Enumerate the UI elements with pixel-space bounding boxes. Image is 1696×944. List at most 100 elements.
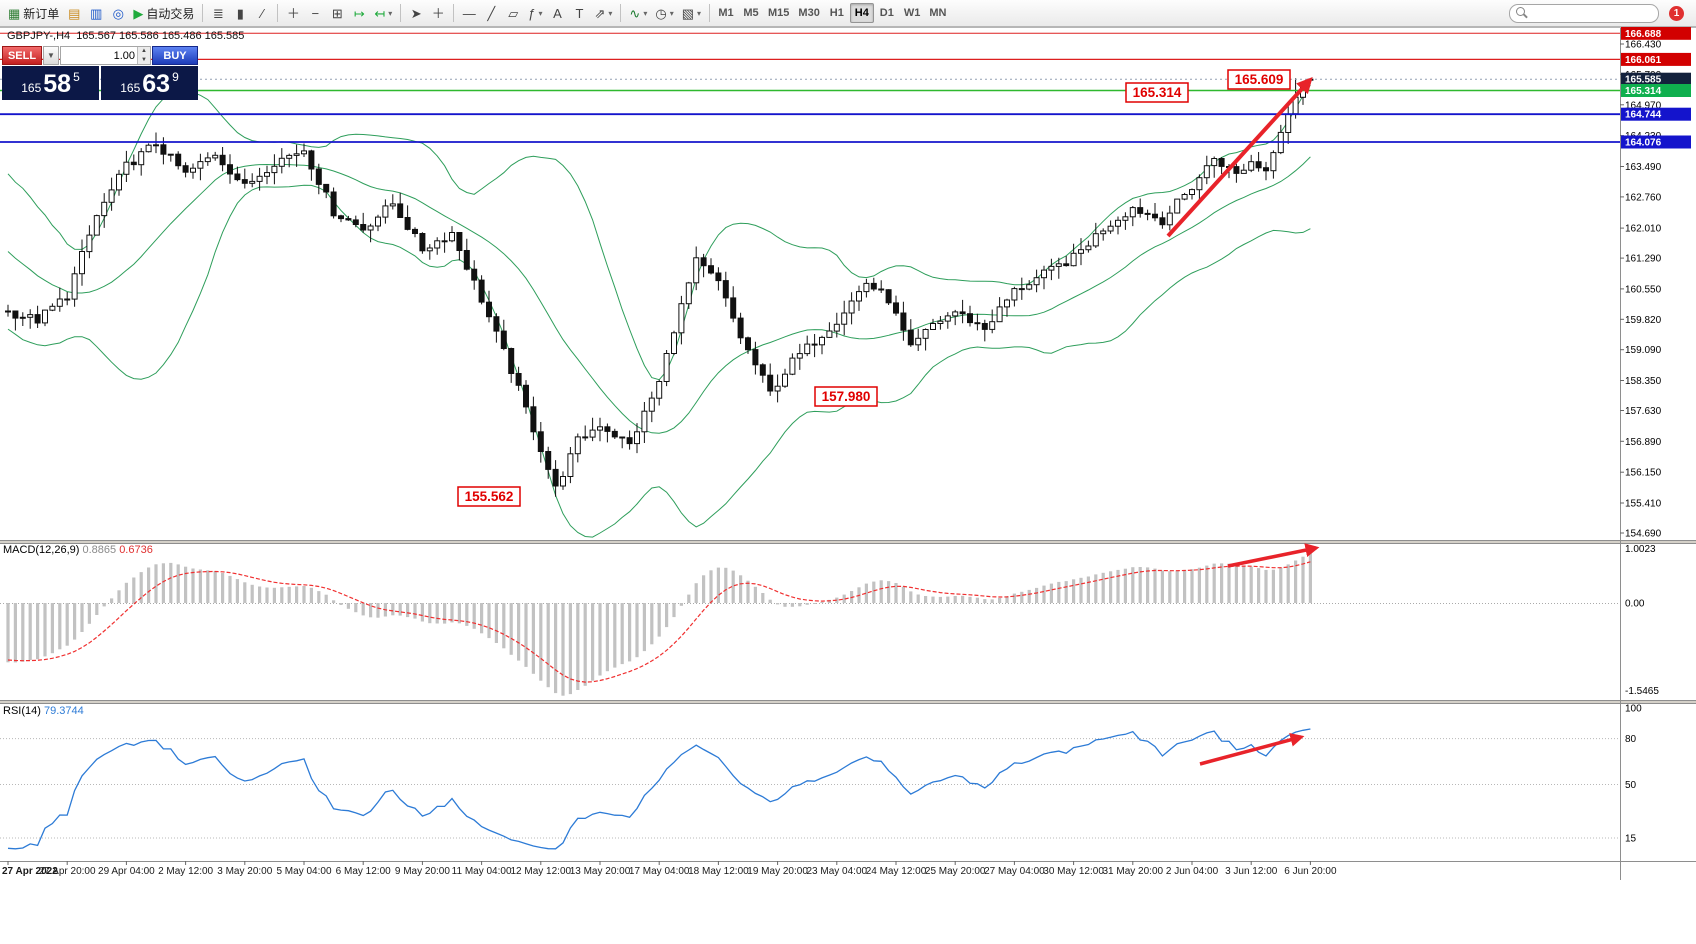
- trend-arrows[interactable]: [1166, 77, 1320, 766]
- annotation-box[interactable]: [1227, 69, 1291, 90]
- candle: [930, 323, 936, 330]
- volume-input[interactable]: [61, 47, 137, 64]
- macd-histogram-bar: [117, 590, 121, 603]
- timeframe-h1-button[interactable]: H1: [825, 3, 849, 23]
- timeframe-w1-button[interactable]: W1: [900, 3, 925, 23]
- chevron-down-icon: ▾: [643, 8, 648, 18]
- buy-price-button[interactable]: 165 63 9: [101, 66, 198, 100]
- candle: [449, 232, 455, 242]
- macd-histogram-bar: [191, 568, 195, 603]
- macd-histogram-bar: [642, 603, 646, 652]
- chart-shift-button[interactable]: ↤ ▾: [370, 2, 396, 24]
- trendline-button[interactable]: ╱: [480, 2, 502, 24]
- candle: [1189, 189, 1195, 196]
- price-marker[interactable]: [1621, 135, 1691, 149]
- price-marker[interactable]: [1621, 26, 1691, 40]
- label-button[interactable]: T: [569, 2, 591, 24]
- macd-histogram-bar: [221, 573, 225, 603]
- price-axis[interactable]: 166.430165.700164.970164.230163.490162.7…: [1620, 26, 1691, 540]
- order-options-dropdown[interactable]: ▼: [43, 46, 59, 65]
- price-marker[interactable]: [1621, 52, 1691, 66]
- price-marker[interactable]: [1621, 107, 1691, 121]
- candle: [1248, 161, 1255, 171]
- hline-button[interactable]: —: [458, 2, 480, 24]
- timeframe-m15-button[interactable]: M15: [764, 3, 793, 23]
- macd-histogram-bar: [139, 572, 143, 603]
- timeframe-m30-button[interactable]: M30: [794, 3, 823, 23]
- chevron-down-icon: ▾: [388, 8, 393, 18]
- trend-arrow[interactable]: [1199, 732, 1305, 766]
- indicators-button[interactable]: ∿ ▾: [625, 2, 651, 24]
- macd-histogram-bar: [894, 583, 898, 603]
- trend-arrow[interactable]: [1166, 77, 1313, 238]
- time-tick-label: 25 May 20:00: [925, 866, 986, 877]
- fibonacci-button[interactable]: ƒ ▾: [524, 2, 546, 24]
- macd-panel[interactable]: [0, 553, 1620, 696]
- symbol-search-input[interactable]: [1509, 3, 1659, 23]
- macd-histogram-bar: [613, 603, 617, 668]
- line-chart-button[interactable]: ∕: [251, 2, 273, 24]
- candles-layer[interactable]: [5, 78, 1314, 497]
- trend-arrow[interactable]: [1227, 543, 1320, 568]
- candle: [308, 150, 315, 170]
- bar-chart-button[interactable]: ≣: [207, 2, 229, 24]
- volume-down-button[interactable]: ▼: [137, 55, 150, 64]
- templates-button[interactable]: ▧ ▾: [678, 2, 705, 24]
- price-marker-label: 165.314: [1625, 86, 1662, 97]
- volume-up-button[interactable]: ▲: [137, 47, 150, 56]
- timeframe-m5-button[interactable]: M5: [739, 3, 763, 23]
- auto-scroll-button[interactable]: ↦: [348, 2, 370, 24]
- candle: [293, 153, 300, 156]
- zoom-out-button[interactable]: −: [304, 2, 326, 24]
- macd-histogram-bar: [132, 577, 136, 603]
- rsi-panel[interactable]: [0, 728, 1620, 850]
- macd-histogram-bar: [6, 603, 10, 663]
- candle: [197, 161, 204, 169]
- annotations[interactable]: 165.609 165.314 157.980 155.562: [457, 69, 1291, 507]
- zoom-in-button[interactable]: ＋: [282, 2, 304, 24]
- timeframe-d1-button[interactable]: D1: [875, 3, 899, 23]
- search-icon: [1516, 7, 1525, 17]
- notification-badge[interactable]: 1: [1669, 5, 1684, 21]
- market-book-button[interactable]: ▤: [63, 2, 85, 24]
- new-order-button[interactable]: ▦ 新订单: [4, 2, 63, 24]
- rsi-scale-label: 100: [1625, 704, 1642, 715]
- price-tick-label: 162.010: [1625, 224, 1662, 235]
- buy-button[interactable]: BUY: [152, 46, 198, 65]
- candle: [1166, 212, 1173, 226]
- macd-histogram-bar: [332, 600, 336, 603]
- timeframe-h4-button[interactable]: H4: [849, 3, 874, 23]
- candle: [204, 157, 211, 163]
- sell-price-button[interactable]: 165 58 5: [2, 66, 99, 100]
- macd-histogram-bar: [731, 570, 735, 603]
- candlestick-chart-button[interactable]: ▮: [229, 2, 251, 24]
- timeframe-mn-button[interactable]: MN: [925, 3, 950, 23]
- periods-icon: ◷: [655, 5, 667, 21]
- terminal-button[interactable]: ▥: [85, 2, 107, 24]
- channel-button[interactable]: ▱: [502, 2, 524, 24]
- crosshair-button[interactable]: ＋: [427, 2, 449, 24]
- arrows-tool-button[interactable]: ⇗ ▾: [591, 2, 617, 24]
- sell-button[interactable]: SELL: [2, 46, 42, 65]
- horizontal-lines[interactable]: [0, 32, 1620, 143]
- annotation-box[interactable]: [457, 486, 521, 507]
- time-tick-label: 6 Jun 20:00: [1284, 866, 1337, 877]
- strategy-tester-button[interactable]: ◎: [107, 2, 129, 24]
- tile-windows-button[interactable]: ⊞: [326, 2, 348, 24]
- cursor-button[interactable]: ➤: [405, 2, 427, 24]
- price-marker[interactable]: [1621, 84, 1691, 97]
- autotrading-button[interactable]: ▶ 自动交易: [129, 2, 198, 24]
- annotation-box[interactable]: [1125, 82, 1189, 103]
- annotation-box[interactable]: [814, 386, 878, 407]
- toolbar-separator: [400, 4, 402, 22]
- text-button[interactable]: A: [547, 2, 569, 24]
- time-tick-label: 2 May 12:00: [158, 866, 213, 877]
- timeframe-m1-button[interactable]: M1: [714, 3, 738, 23]
- macd-histogram-bar: [761, 593, 765, 603]
- buy-price-big: 63: [142, 70, 171, 99]
- periods-button[interactable]: ◷ ▾: [651, 2, 677, 24]
- indicator-scales[interactable]: 1.0023 0.00 -1.5465 100 80 50 15: [1625, 544, 1659, 845]
- price-marker[interactable]: [1621, 72, 1691, 86]
